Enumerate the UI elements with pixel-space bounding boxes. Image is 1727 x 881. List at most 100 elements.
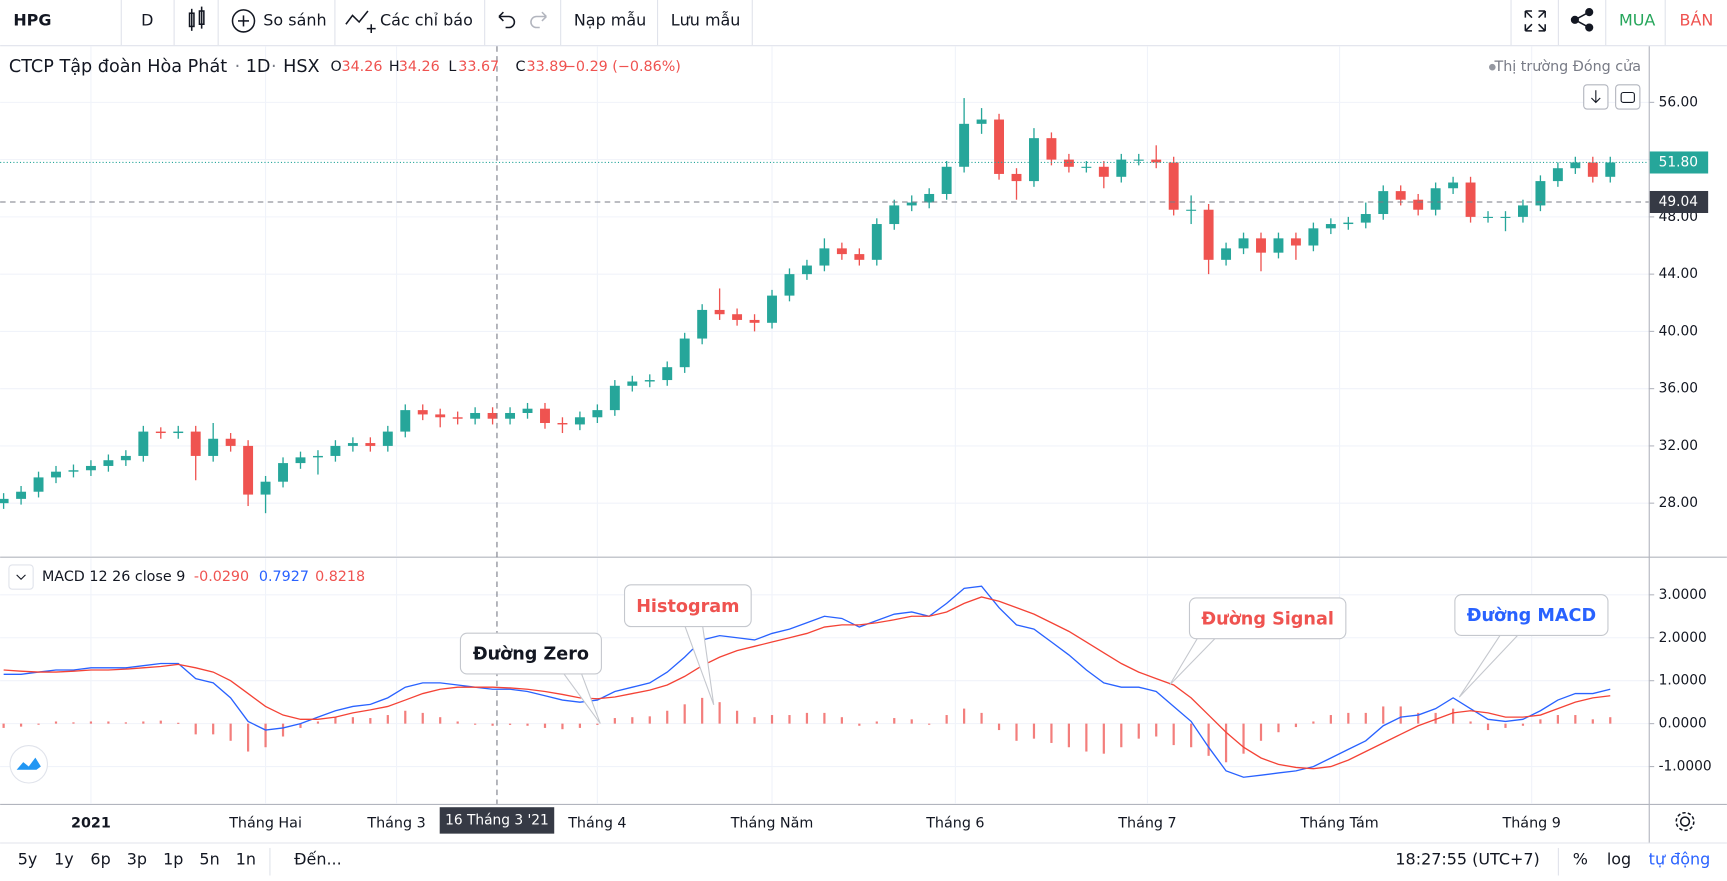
range-button[interactable]: 5y [18, 850, 38, 869]
candle-body [173, 431, 184, 434]
ohlc-key: O [330, 59, 341, 75]
symbol[interactable]: HPG [13, 10, 51, 29]
histogram-bar [299, 723, 302, 728]
candle-body [1203, 209, 1214, 260]
settings-icon[interactable] [1675, 811, 1695, 832]
candle-body [208, 438, 219, 456]
logo[interactable] [9, 744, 49, 784]
candle-body [1098, 166, 1109, 177]
histogram-bar [1347, 712, 1350, 724]
fullscreen-icon[interactable] [1524, 10, 1546, 32]
auto-toggle[interactable]: tự động [1649, 850, 1711, 869]
interval-button[interactable]: D [141, 10, 153, 29]
compare-icon[interactable] [231, 9, 256, 33]
candle-body [120, 455, 131, 461]
scroll-buttons[interactable] [1583, 84, 1641, 110]
callout-box [1188, 597, 1347, 640]
histogram-bar [701, 697, 704, 724]
y-tick-label: -1.0000 [1659, 759, 1712, 775]
toolbar [0, 0, 1727, 46]
collapse-icon[interactable] [16, 574, 26, 581]
range-buttons: 5y 1y 6p 3p 1p 5n 1n [18, 850, 256, 869]
ohlc-key: H [389, 59, 400, 75]
candle-body [767, 295, 777, 323]
macd-legend-values: -0.0290 0.7927 0.8218 [194, 569, 365, 585]
histogram-bar [1015, 723, 1018, 741]
candle-body [330, 445, 341, 456]
histogram-bar [910, 719, 913, 724]
range-button[interactable]: 5n [199, 850, 219, 869]
histogram-bar [439, 717, 442, 724]
range-button[interactable]: 1p [163, 850, 183, 869]
candle-body [854, 254, 865, 260]
histogram-bar [1085, 723, 1088, 752]
macd-line [3, 596, 1611, 770]
histogram-bar [1032, 723, 1036, 739]
goto-date[interactable]: Đến... [294, 850, 342, 869]
candle-body [1535, 181, 1546, 206]
percent-toggle[interactable]: % [1573, 850, 1588, 869]
histogram-bar [89, 721, 93, 724]
x-tick-label: Tháng Hai [228, 816, 302, 832]
histogram-bar [1399, 706, 1402, 724]
candle-body [33, 477, 44, 492]
ohlc-value: 33.67 [458, 59, 499, 75]
redo-icon[interactable] [530, 11, 547, 29]
range-button[interactable]: 6p [90, 850, 110, 869]
collapse-button[interactable] [8, 564, 34, 590]
histogram-bar [875, 721, 878, 724]
candle-body [313, 455, 323, 458]
sell-button[interactable]: BÁN [1680, 10, 1714, 29]
histogram-bar [1190, 723, 1193, 748]
candle-style-icon[interactable] [188, 6, 205, 31]
histogram-bar [840, 717, 843, 724]
x-tick-label: Tháng Tám [1299, 816, 1378, 832]
histogram-bar [1242, 723, 1245, 754]
callout-box [623, 584, 752, 628]
candle-body [1133, 159, 1144, 161]
range-button[interactable]: 1y [54, 850, 74, 869]
histogram-bar [316, 721, 320, 724]
load-template-button[interactable]: Nạp mẫu [574, 10, 646, 29]
histogram-bar [578, 723, 582, 728]
histogram-bar [1050, 723, 1053, 743]
log-toggle[interactable]: log [1607, 850, 1631, 869]
candle-body [941, 166, 952, 194]
candle-body [260, 481, 271, 495]
dot: · [271, 57, 277, 77]
crosshair-price-badge [1649, 190, 1709, 214]
macd-line [3, 585, 1611, 778]
histogram-bar [1172, 723, 1175, 746]
indicators-button[interactable]: Các chỉ báo [380, 10, 473, 29]
status-dot [1489, 63, 1496, 71]
candle-body [1063, 159, 1074, 167]
save-template-button[interactable]: Lưu mẫu [671, 10, 741, 29]
plot [0, 98, 1616, 778]
undo-icon[interactable] [498, 11, 516, 29]
histogram-bar [404, 710, 407, 724]
callout-box [459, 632, 602, 675]
ohlc-value: 34.26 [399, 59, 440, 75]
candle-body [1256, 238, 1266, 253]
candle-body [278, 463, 288, 482]
range-button[interactable]: 1n [236, 850, 256, 869]
candle-body [505, 412, 516, 419]
indicators-icon[interactable] [345, 10, 376, 34]
range-button[interactable]: 3p [127, 850, 147, 869]
dot: · [235, 57, 241, 77]
x-tick-label: Tháng 3 [366, 816, 425, 832]
histogram-bar [1259, 723, 1263, 741]
candle-body [382, 431, 393, 446]
candle-body [138, 431, 149, 456]
callout-pointer [684, 626, 715, 705]
candle-body [435, 414, 446, 418]
share-icon[interactable] [1570, 8, 1594, 32]
candle-body [1483, 216, 1493, 218]
overlay: 28.0032.0036.0040.0044.0048.0052.0056.00… [0, 46, 1712, 834]
candle-body [225, 438, 236, 446]
buy-button[interactable]: MUA [1619, 10, 1655, 29]
candle-body [1552, 168, 1563, 182]
histogram-bar [2, 723, 5, 728]
compare-button[interactable]: So sánh [263, 10, 326, 29]
